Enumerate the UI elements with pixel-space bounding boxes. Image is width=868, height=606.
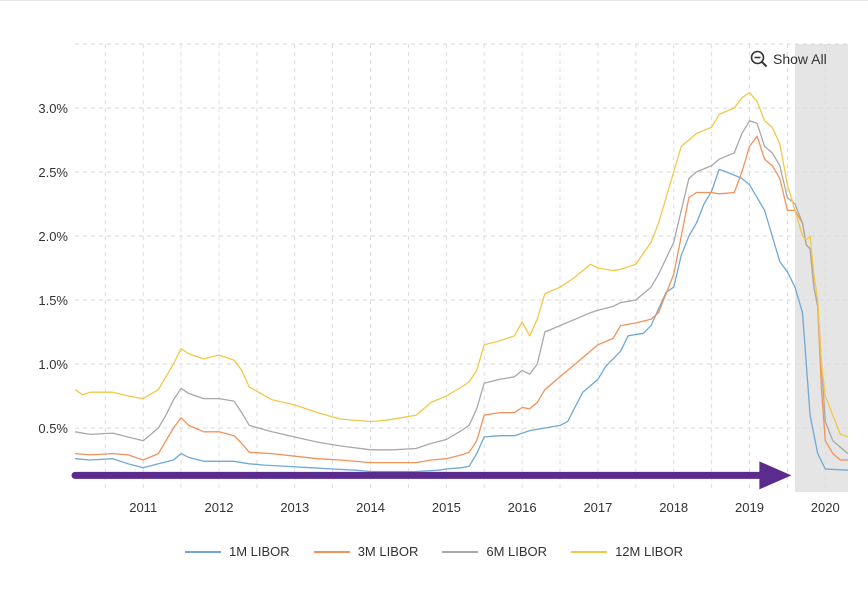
x-tick-label: 2017: [583, 500, 612, 515]
legend-item[interactable]: 1M LIBOR: [185, 544, 290, 559]
show-all-label: Show All: [773, 51, 827, 67]
legend-label: 12M LIBOR: [615, 544, 683, 559]
x-tick-label: 2012: [205, 500, 234, 515]
y-tick-label: 3.0%: [38, 101, 68, 116]
legend-label: 6M LIBOR: [486, 544, 548, 559]
y-tick-label: 2.5%: [38, 165, 68, 180]
series-line-6m-libor: [74, 120, 849, 455]
chart-legend: 1M LIBOR 3M LIBOR 6M LIBOR 12M LIBOR: [0, 544, 868, 559]
zoom-out-icon: [750, 50, 768, 68]
y-tick-label: 1.5%: [38, 293, 68, 308]
x-tick-label: 2013: [280, 500, 309, 515]
legend-label: 1M LIBOR: [229, 544, 290, 559]
legend-swatch: [313, 550, 350, 553]
annotation-arrow-head: [759, 461, 792, 490]
y-tick-label: 0.5%: [38, 421, 68, 436]
x-tick-label: 2020: [811, 500, 840, 515]
top-border: [0, 0, 868, 1]
legend-item[interactable]: 12M LIBOR: [571, 544, 683, 559]
show-all-button[interactable]: Show All: [750, 50, 827, 68]
legend-swatch: [185, 550, 221, 553]
x-tick-label: 2019: [735, 500, 764, 515]
x-tick-label: 2018: [659, 500, 688, 515]
legend-item[interactable]: 3M LIBOR: [313, 544, 419, 559]
y-tick-label: 2.0%: [38, 229, 68, 244]
x-tick-label: 2011: [129, 500, 157, 515]
legend-swatch: [571, 550, 608, 553]
series-line-12m-libor: [74, 91, 849, 438]
legend-label: 3M LIBOR: [357, 544, 419, 559]
series-line-3m-libor: [74, 135, 848, 464]
y-tick-label: 1.0%: [38, 357, 68, 372]
x-tick-label: 2015: [432, 500, 461, 515]
series-line-1m-libor: [74, 168, 849, 473]
shaded-region: [794, 44, 848, 492]
legend-swatch: [442, 550, 479, 553]
x-tick-label: 2016: [508, 500, 537, 515]
legend-item[interactable]: 6M LIBOR: [442, 544, 547, 559]
x-tick-label: 2014: [356, 500, 385, 515]
